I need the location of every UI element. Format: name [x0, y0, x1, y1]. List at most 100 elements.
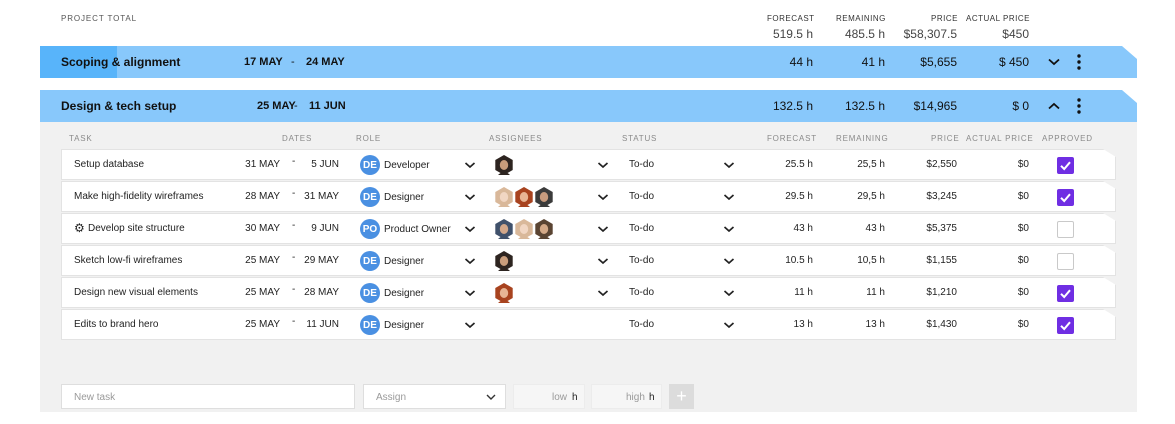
task-row[interactable]: Edits to brand hero 25 MAY -11 JUN DE Design…	[61, 309, 1116, 340]
phase-end-date: 11 JUN	[309, 100, 346, 112]
status-dropdown-chevron-icon[interactable]	[723, 319, 735, 331]
task-forecast: 11 h	[794, 287, 813, 298]
assignees-dropdown-chevron-icon[interactable]	[597, 159, 609, 171]
task-role[interactable]: Designer	[384, 288, 425, 299]
role-dropdown-chevron-icon[interactable]	[464, 159, 476, 171]
more-options-icon[interactable]	[1076, 98, 1082, 114]
task-name[interactable]: Sketch low-fi wireframes	[74, 255, 183, 266]
task-row[interactable]: Make high-fidelity wireframes 28 MAY -31 M…	[61, 181, 1116, 212]
task-actual-price: $0	[1017, 319, 1029, 330]
approved-checkbox-checked[interactable]	[1057, 189, 1074, 206]
task-row[interactable]: Setup database 31 MAY - 5 JUN DE Developer To-…	[61, 149, 1116, 180]
approved-checkbox-checked[interactable]	[1057, 157, 1074, 174]
task-status[interactable]: To-do	[629, 159, 655, 170]
phase-forecast: 44 h	[789, 55, 813, 69]
assignees-dropdown-chevron-icon[interactable]	[597, 255, 609, 267]
role-dropdown-chevron-icon[interactable]	[464, 223, 476, 235]
status-dropdown-chevron-icon[interactable]	[723, 159, 735, 171]
chevron-down-icon[interactable]	[1048, 57, 1060, 67]
phase-start-date: 17 MAY	[244, 56, 283, 68]
approved-checkbox-checked[interactable]	[1057, 317, 1074, 334]
task-start-date[interactable]: 25 MAY	[245, 287, 280, 298]
assignee-avatar-woman-blonde[interactable]	[494, 187, 514, 207]
task-role[interactable]: Developer	[384, 160, 430, 171]
assignee-avatar-man-dark-hair[interactable]	[494, 251, 514, 271]
task-name[interactable]: Make high-fidelity wireframes	[74, 191, 204, 202]
task-start-date[interactable]: 25 MAY	[245, 319, 280, 330]
role-badge: DE	[360, 155, 380, 175]
role-badge: PO	[360, 219, 380, 239]
task-role[interactable]: Designer	[384, 256, 425, 267]
task-status[interactable]: To-do	[629, 319, 655, 330]
phase-name: Scoping & alignment	[61, 55, 181, 69]
assignee-avatar-man-beard[interactable]	[534, 219, 554, 239]
task-date-dash: -	[292, 220, 296, 231]
task-name[interactable]: Develop site structure	[88, 223, 185, 234]
assignees-dropdown-chevron-icon[interactable]	[597, 223, 609, 235]
low-hours-input[interactable]: low h	[513, 384, 585, 409]
role-dropdown-chevron-icon[interactable]	[464, 191, 476, 203]
assignee-avatar-man-blue-shirt[interactable]	[494, 219, 514, 239]
assign-placeholder: Assign	[376, 392, 407, 403]
role-dropdown-chevron-icon[interactable]	[464, 287, 476, 299]
task-start-date[interactable]: 28 MAY	[245, 191, 280, 202]
task-status[interactable]: To-do	[629, 223, 655, 234]
new-task-input[interactable]: New task	[61, 384, 355, 409]
role-dropdown-chevron-icon[interactable]	[464, 319, 476, 331]
total-actual-price-header: ACTUAL PRICE	[966, 14, 1030, 23]
add-task-button[interactable]: +	[669, 384, 694, 409]
phase-price: $14,965	[913, 99, 957, 113]
task-row[interactable]: ⚙ Develop site structure 30 MAY - 9 JUN PO Pro…	[61, 213, 1116, 244]
task-row[interactable]: Sketch low-fi wireframes 25 MAY -29 MAY DE D…	[61, 245, 1116, 276]
total-price-header: PRICE	[931, 14, 958, 23]
task-end-date[interactable]: 5 JUN	[311, 159, 339, 170]
phase-row-design[interactable]: Design & tech setup 25 MAY - 11 JUN 132.…	[40, 90, 1137, 122]
assignees-dropdown-chevron-icon[interactable]	[597, 287, 609, 299]
task-status[interactable]: To-do	[629, 255, 655, 266]
approved-checkbox-checked[interactable]	[1057, 285, 1074, 302]
task-role[interactable]: Designer	[384, 320, 425, 331]
role-dropdown-chevron-icon[interactable]	[464, 255, 476, 267]
col-header-remaining: REMAINING	[836, 134, 889, 143]
assignee-avatar-woman-red-hair[interactable]	[494, 283, 514, 303]
task-name[interactable]: Design new visual elements	[74, 287, 198, 298]
total-remaining-header: REMAINING	[836, 14, 886, 23]
phase-name: Design & tech setup	[61, 99, 177, 113]
task-end-date[interactable]: 31 MAY	[304, 191, 339, 202]
status-dropdown-chevron-icon[interactable]	[723, 191, 735, 203]
assignee-avatar-man-dark-hair[interactable]	[494, 155, 514, 175]
task-start-date[interactable]: 30 MAY	[245, 223, 280, 234]
assign-select[interactable]: Assign	[363, 384, 506, 409]
task-end-date[interactable]: 29 MAY	[304, 255, 339, 266]
assignee-avatar-man-grey-shirt[interactable]	[534, 187, 554, 207]
chevron-up-icon[interactable]	[1048, 101, 1060, 111]
assignee-avatar-woman-blonde[interactable]	[514, 219, 534, 239]
task-role[interactable]: Designer	[384, 192, 425, 203]
task-date-dash: -	[292, 252, 296, 263]
low-placeholder: low	[552, 392, 568, 403]
task-actual-price: $0	[1017, 255, 1029, 266]
task-start-date[interactable]: 31 MAY	[245, 159, 280, 170]
task-end-date[interactable]: 9 JUN	[311, 223, 339, 234]
high-hours-input[interactable]: high h	[591, 384, 662, 409]
status-dropdown-chevron-icon[interactable]	[723, 223, 735, 235]
task-name[interactable]: Setup database	[74, 159, 145, 170]
assignee-avatar-woman-red-hair[interactable]	[514, 187, 534, 207]
task-status[interactable]: To-do	[629, 191, 655, 202]
more-options-icon[interactable]	[1076, 54, 1082, 70]
task-end-date[interactable]: 11 JUN	[306, 319, 339, 330]
task-row[interactable]: Design new visual elements 25 MAY -28 MAY D…	[61, 277, 1116, 308]
phase-row-scoping[interactable]: Scoping & alignment 17 MAY - 24 MAY 44 h…	[40, 46, 1137, 78]
status-dropdown-chevron-icon[interactable]	[723, 287, 735, 299]
task-status[interactable]: To-do	[629, 287, 655, 298]
assignees-dropdown-chevron-icon[interactable]	[597, 191, 609, 203]
approved-checkbox-unchecked[interactable]	[1057, 221, 1074, 238]
task-role[interactable]: Product Owner	[384, 224, 451, 235]
task-end-date[interactable]: 28 MAY	[304, 287, 339, 298]
approved-checkbox-unchecked[interactable]	[1057, 253, 1074, 270]
role-badge: DE	[360, 283, 380, 303]
status-dropdown-chevron-icon[interactable]	[723, 255, 735, 267]
phase-accent	[40, 46, 117, 78]
task-start-date[interactable]: 25 MAY	[245, 255, 280, 266]
task-name[interactable]: Edits to brand hero	[74, 319, 159, 330]
